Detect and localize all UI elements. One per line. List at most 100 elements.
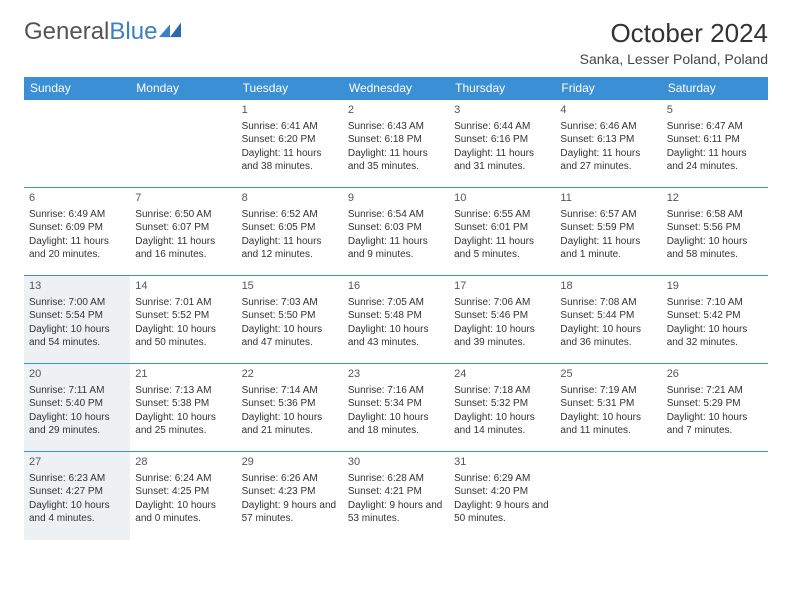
brand-part1: General xyxy=(24,18,109,46)
sunrise-line: Sunrise: 7:13 AM xyxy=(135,384,231,398)
daylight-line: Daylight: 11 hours and 35 minutes. xyxy=(348,147,444,174)
sunrise-line: Sunrise: 7:01 AM xyxy=(135,296,231,310)
day-number: 22 xyxy=(242,367,338,382)
sunrise-line: Sunrise: 7:16 AM xyxy=(348,384,444,398)
sunset-line: Sunset: 6:07 PM xyxy=(135,221,231,235)
daylight-line: Daylight: 10 hours and 36 minutes. xyxy=(560,323,656,350)
sunrise-line: Sunrise: 7:05 AM xyxy=(348,296,444,310)
day-number: 17 xyxy=(454,279,550,294)
daylight-line: Daylight: 10 hours and 7 minutes. xyxy=(667,411,763,438)
calendar-week-row: 20Sunrise: 7:11 AMSunset: 5:40 PMDayligh… xyxy=(24,364,768,452)
sunset-line: Sunset: 4:21 PM xyxy=(348,485,444,499)
sunrise-line: Sunrise: 6:24 AM xyxy=(135,472,231,486)
daylight-line: Daylight: 10 hours and 4 minutes. xyxy=(29,499,125,526)
day-number: 9 xyxy=(348,191,444,206)
daylight-line: Daylight: 10 hours and 50 minutes. xyxy=(135,323,231,350)
daylight-line: Daylight: 11 hours and 38 minutes. xyxy=(242,147,338,174)
sunset-line: Sunset: 5:54 PM xyxy=(29,309,125,323)
sunrise-line: Sunrise: 7:00 AM xyxy=(29,296,125,310)
calendar-day-cell: 7Sunrise: 6:50 AMSunset: 6:07 PMDaylight… xyxy=(130,188,236,276)
day-number: 10 xyxy=(454,191,550,206)
daylight-line: Daylight: 10 hours and 39 minutes. xyxy=(454,323,550,350)
sunrise-line: Sunrise: 7:19 AM xyxy=(560,384,656,398)
day-number: 29 xyxy=(242,455,338,470)
daylight-line: Daylight: 11 hours and 12 minutes. xyxy=(242,235,338,262)
sunrise-line: Sunrise: 7:10 AM xyxy=(667,296,763,310)
sunset-line: Sunset: 6:13 PM xyxy=(560,133,656,147)
calendar-day-cell: 8Sunrise: 6:52 AMSunset: 6:05 PMDaylight… xyxy=(237,188,343,276)
daylight-line: Daylight: 10 hours and 11 minutes. xyxy=(560,411,656,438)
calendar-day-cell: 16Sunrise: 7:05 AMSunset: 5:48 PMDayligh… xyxy=(343,276,449,364)
sunset-line: Sunset: 5:40 PM xyxy=(29,397,125,411)
calendar-body: 1Sunrise: 6:41 AMSunset: 6:20 PMDaylight… xyxy=(24,100,768,540)
sunrise-line: Sunrise: 6:47 AM xyxy=(667,120,763,134)
daylight-line: Daylight: 9 hours and 57 minutes. xyxy=(242,499,338,526)
header: GeneralBlue October 2024 Sanka, Lesser P… xyxy=(24,18,768,67)
day-number: 8 xyxy=(242,191,338,206)
calendar-table: SundayMondayTuesdayWednesdayThursdayFrid… xyxy=(24,77,768,540)
weekday-header: Thursday xyxy=(449,77,555,100)
sunset-line: Sunset: 5:48 PM xyxy=(348,309,444,323)
day-number: 19 xyxy=(667,279,763,294)
sunrise-line: Sunrise: 7:11 AM xyxy=(29,384,125,398)
daylight-line: Daylight: 10 hours and 47 minutes. xyxy=(242,323,338,350)
sunrise-line: Sunrise: 6:55 AM xyxy=(454,208,550,222)
weekday-header: Tuesday xyxy=(237,77,343,100)
sunrise-line: Sunrise: 6:52 AM xyxy=(242,208,338,222)
weekday-header-row: SundayMondayTuesdayWednesdayThursdayFrid… xyxy=(24,77,768,100)
sunset-line: Sunset: 5:34 PM xyxy=(348,397,444,411)
calendar-day-cell: 4Sunrise: 6:46 AMSunset: 6:13 PMDaylight… xyxy=(555,100,661,188)
calendar-day-cell: 6Sunrise: 6:49 AMSunset: 6:09 PMDaylight… xyxy=(24,188,130,276)
sunset-line: Sunset: 5:31 PM xyxy=(560,397,656,411)
calendar-day-cell: 2Sunrise: 6:43 AMSunset: 6:18 PMDaylight… xyxy=(343,100,449,188)
day-number: 15 xyxy=(242,279,338,294)
weekday-header: Monday xyxy=(130,77,236,100)
calendar-day-cell: 14Sunrise: 7:01 AMSunset: 5:52 PMDayligh… xyxy=(130,276,236,364)
calendar-day-cell: 22Sunrise: 7:14 AMSunset: 5:36 PMDayligh… xyxy=(237,364,343,452)
daylight-line: Daylight: 11 hours and 31 minutes. xyxy=(454,147,550,174)
calendar-day-cell: 20Sunrise: 7:11 AMSunset: 5:40 PMDayligh… xyxy=(24,364,130,452)
daylight-line: Daylight: 11 hours and 24 minutes. xyxy=(667,147,763,174)
sunset-line: Sunset: 4:20 PM xyxy=(454,485,550,499)
daylight-line: Daylight: 10 hours and 14 minutes. xyxy=(454,411,550,438)
calendar-day-cell: 18Sunrise: 7:08 AMSunset: 5:44 PMDayligh… xyxy=(555,276,661,364)
sunrise-line: Sunrise: 6:46 AM xyxy=(560,120,656,134)
day-number: 24 xyxy=(454,367,550,382)
sunset-line: Sunset: 6:16 PM xyxy=(454,133,550,147)
weekday-header: Saturday xyxy=(662,77,768,100)
calendar-day-cell: 17Sunrise: 7:06 AMSunset: 5:46 PMDayligh… xyxy=(449,276,555,364)
calendar-day-cell xyxy=(130,100,236,188)
daylight-line: Daylight: 10 hours and 25 minutes. xyxy=(135,411,231,438)
day-number: 14 xyxy=(135,279,231,294)
day-number: 11 xyxy=(560,191,656,206)
sunset-line: Sunset: 6:11 PM xyxy=(667,133,763,147)
day-number: 31 xyxy=(454,455,550,470)
sunset-line: Sunset: 5:38 PM xyxy=(135,397,231,411)
day-number: 1 xyxy=(242,103,338,118)
sunset-line: Sunset: 5:50 PM xyxy=(242,309,338,323)
calendar-day-cell: 24Sunrise: 7:18 AMSunset: 5:32 PMDayligh… xyxy=(449,364,555,452)
sunrise-line: Sunrise: 7:21 AM xyxy=(667,384,763,398)
daylight-line: Daylight: 11 hours and 1 minute. xyxy=(560,235,656,262)
sunset-line: Sunset: 4:27 PM xyxy=(29,485,125,499)
weekday-header: Friday xyxy=(555,77,661,100)
sunrise-line: Sunrise: 6:49 AM xyxy=(29,208,125,222)
sunset-line: Sunset: 6:03 PM xyxy=(348,221,444,235)
sunset-line: Sunset: 4:23 PM xyxy=(242,485,338,499)
sunset-line: Sunset: 5:36 PM xyxy=(242,397,338,411)
sunrise-line: Sunrise: 7:14 AM xyxy=(242,384,338,398)
sunrise-line: Sunrise: 6:26 AM xyxy=(242,472,338,486)
daylight-line: Daylight: 10 hours and 54 minutes. xyxy=(29,323,125,350)
sunrise-line: Sunrise: 6:57 AM xyxy=(560,208,656,222)
daylight-line: Daylight: 10 hours and 18 minutes. xyxy=(348,411,444,438)
daylight-line: Daylight: 11 hours and 27 minutes. xyxy=(560,147,656,174)
day-number: 2 xyxy=(348,103,444,118)
daylight-line: Daylight: 11 hours and 20 minutes. xyxy=(29,235,125,262)
sunset-line: Sunset: 6:18 PM xyxy=(348,133,444,147)
sunset-line: Sunset: 5:42 PM xyxy=(667,309,763,323)
sunrise-line: Sunrise: 6:28 AM xyxy=(348,472,444,486)
calendar-day-cell: 12Sunrise: 6:58 AMSunset: 5:56 PMDayligh… xyxy=(662,188,768,276)
calendar-day-cell: 3Sunrise: 6:44 AMSunset: 6:16 PMDaylight… xyxy=(449,100,555,188)
sunset-line: Sunset: 5:44 PM xyxy=(560,309,656,323)
calendar-day-cell: 15Sunrise: 7:03 AMSunset: 5:50 PMDayligh… xyxy=(237,276,343,364)
